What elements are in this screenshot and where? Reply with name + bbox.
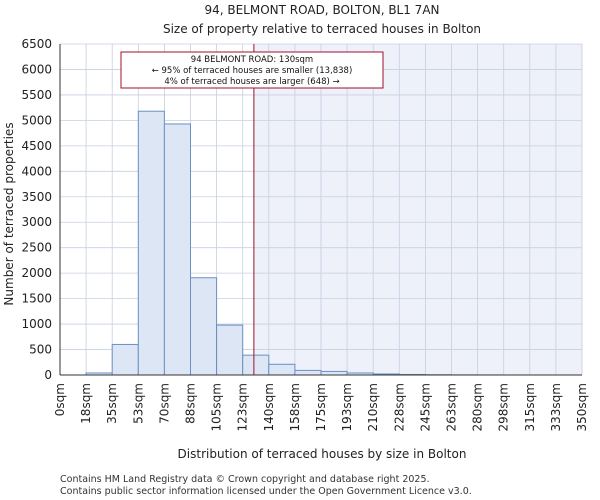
x-tick-label: 210sqm [366,383,380,431]
x-tick-label: 53sqm [131,383,145,424]
x-tick-label: 18sqm [79,383,93,424]
annotation-line-3: 4% of terraced houses are larger (648) → [164,77,339,87]
x-tick-label: 245sqm [418,383,432,431]
bar [320,370,348,376]
bar [242,354,270,376]
x-tick-label: 228sqm [392,383,406,431]
y-tick-label: 5000 [21,113,52,127]
x-tick-label: 158sqm [288,383,302,431]
x-tick-label: 193sqm [340,383,354,431]
bar [190,277,218,376]
y-tick-label: 2500 [21,241,52,255]
y-tick-label: 5500 [21,88,52,102]
x-tick-label: 280sqm [471,383,485,431]
y-tick-label: 6500 [21,37,52,51]
x-axis-label: Distribution of terraced houses by size … [178,447,467,461]
bar [137,110,165,376]
plot-area: 0 500 1000 1500 2000 2500 3000 3500 4000 4500 5000… [21,37,589,431]
highlight-region [253,44,582,375]
x-tick-label: 333sqm [549,383,563,431]
y-axis-label: Number of terraced properties [2,122,16,305]
y-tick-label: 4000 [21,164,52,178]
bar [268,363,296,376]
y-tick-label: 500 [29,343,52,357]
x-tick-label: 123sqm [236,383,250,431]
chart-subtitle: Size of property relative to terraced ho… [163,22,481,36]
y-tick-label: 3500 [21,190,52,204]
bar [294,369,322,376]
bar [216,324,244,376]
x-tick-label: 175sqm [314,383,328,431]
y-tick-label: 2000 [21,266,52,280]
annotation-line-2: ← 95% of terraced houses are smaller (13… [152,66,353,76]
x-tick-label: 0sqm [53,383,67,416]
chart-title: 94, BELMONT ROAD, BOLTON, BL1 7AN [204,3,439,17]
annotation-line-1: 94 BELMONT ROAD: 130sqm [191,55,313,65]
footer-line-2: Contains public sector information licen… [60,486,472,497]
y-tick-label: 0 [44,368,52,382]
x-tick-label: 105sqm [210,383,224,431]
x-tick-label: 70sqm [157,383,171,424]
y-tick-label: 1500 [21,292,52,306]
x-tick-label: 298sqm [497,383,511,431]
bar [163,123,191,376]
x-tick-label: 263sqm [445,383,459,431]
x-tick-label: 315sqm [523,383,537,431]
x-tick-label: 35sqm [105,383,119,424]
x-tick-label: 88sqm [184,383,198,424]
y-tick-label: 3000 [21,215,52,229]
x-tick-label: 140sqm [262,383,276,431]
annotation-box [120,51,384,89]
bar [111,343,139,376]
y-tick-label: 4500 [21,139,52,153]
y-tick-label: 6000 [21,62,52,76]
x-tick-label: 350sqm [575,383,589,431]
footer-line-1: Contains HM Land Registry data © Crown c… [60,474,430,485]
y-tick-label: 1000 [21,317,52,331]
